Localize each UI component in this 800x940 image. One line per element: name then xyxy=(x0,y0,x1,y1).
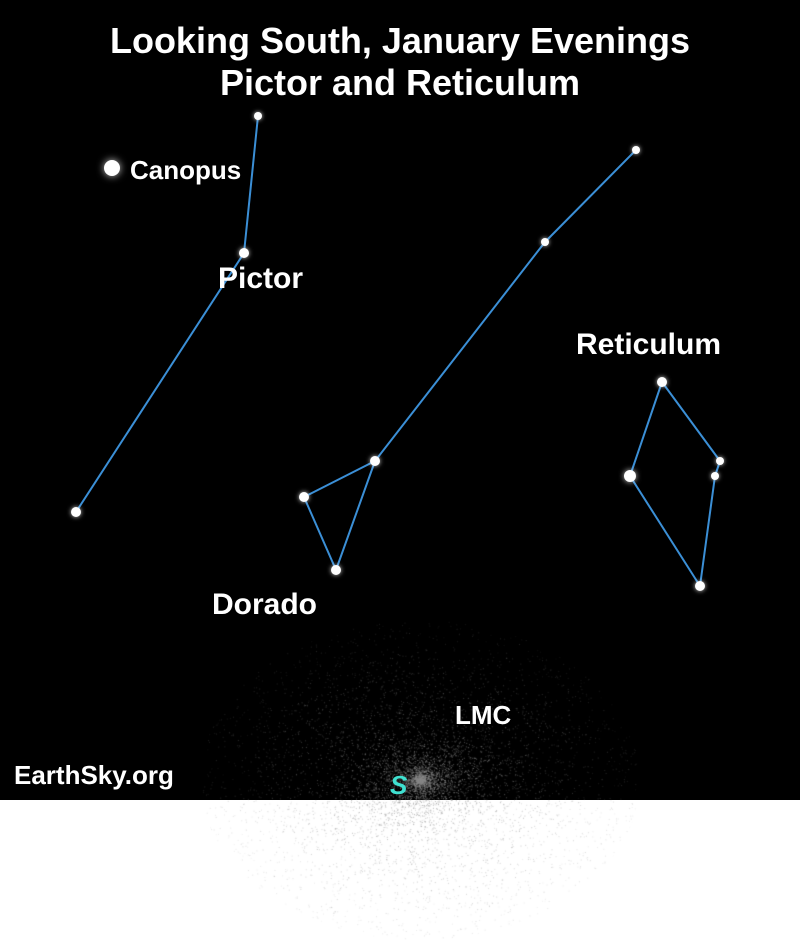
reticulum-label: Reticulum xyxy=(576,328,721,362)
pictor-star-0 xyxy=(254,112,262,120)
dorado-star-1 xyxy=(541,238,549,246)
title-line-2: Pictor and Reticulum xyxy=(220,62,580,104)
lmc-label: LMC xyxy=(455,700,511,731)
dorado-star-3 xyxy=(299,492,309,502)
constellation-lines xyxy=(0,0,800,800)
reticulum-star-2 xyxy=(711,472,719,480)
dorado-star-0 xyxy=(632,146,640,154)
pictor-star-1 xyxy=(239,248,249,258)
pictor-star-2 xyxy=(71,507,81,517)
reticulum-star-0 xyxy=(657,377,667,387)
reticulum-star-4 xyxy=(624,470,636,482)
canopus-label: Canopus xyxy=(130,155,241,186)
title-line-1: Looking South, January Evenings xyxy=(110,20,690,62)
pictor-label: Pictor xyxy=(218,262,303,296)
south-label: S xyxy=(390,770,407,801)
canopus-star xyxy=(104,160,120,176)
reticulum-star-1 xyxy=(716,457,724,465)
dorado-label: Dorado xyxy=(212,588,317,622)
reticulum-star-3 xyxy=(695,581,705,591)
dorado-star-4 xyxy=(331,565,341,575)
star-chart: Pictor Dorado Reticulum Canopus Looking Sout… xyxy=(0,0,800,800)
credit-text: EarthSky.org xyxy=(14,760,174,791)
dorado-star-2 xyxy=(370,456,380,466)
